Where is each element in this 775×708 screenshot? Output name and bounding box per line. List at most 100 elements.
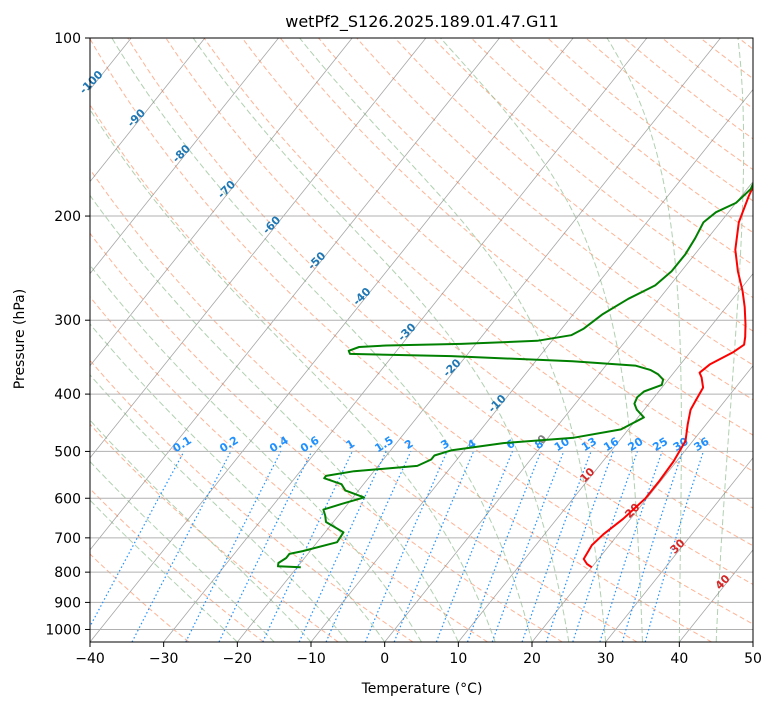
dry-adiabat [127,38,753,586]
dry-adiabat [203,38,753,509]
moist-adiabat [192,38,570,642]
y-tick-label: 900 [54,595,81,611]
mixing-ratio-line [364,451,448,642]
x-tick-label: −30 [149,651,179,667]
isotherm-line [90,38,427,459]
mixing-ratio-label: 6 [504,437,518,452]
dry-adiabat [90,168,638,642]
y-tick-label: 200 [54,209,81,225]
mixing-ratio-line [621,451,684,642]
moist-adiabat [90,323,386,642]
profile-lines [277,181,753,569]
mixing-ratio-line [545,451,614,642]
isotherm-line [90,38,353,367]
x-tick-label: 50 [744,651,762,667]
isotherm-label: -10 [486,392,509,415]
x-axis-label: Temperature (°C) [361,681,483,697]
y-axis-label: Pressure (hPa) [12,289,28,389]
moist-adiabat [90,108,496,642]
y-tick-label: 400 [54,387,81,403]
moist-adiabat [90,419,312,642]
isotherm-line [458,273,753,642]
temperature-profile-line [582,184,753,569]
plot-frame [89,37,754,643]
moist-adiabat [90,460,275,642]
dry-adiabat [165,38,753,547]
isotherm-line [310,88,753,642]
mixing-ratio-line [90,451,185,628]
dry-adiabat [90,38,753,625]
moist-adiabat [715,38,745,642]
x-axis-ticks: −40 −30 −20 −10 0 10 20 30 40 50 [75,642,762,667]
x-tick-label: −40 [75,651,105,667]
moist-adiabat [440,38,643,642]
mixing-ratio-label: 4 [465,437,479,452]
isotherm-line [752,641,753,642]
isotherm-line [679,549,753,642]
mixing-ratio-label: 1 [344,437,357,452]
dry-adiabat [90,553,190,642]
x-tick-label: −10 [296,651,326,667]
x-tick-label: 10 [449,651,467,667]
y-tick-label: 600 [54,491,81,507]
moist-adiabat [90,194,459,642]
dry-adiabat [90,359,414,642]
dry-adiabat [90,296,488,642]
dry-adiabat [394,38,753,332]
isotherm-label: 40 [713,572,733,592]
x-tick-label: 40 [670,651,688,667]
mixing-ratio-line [298,451,387,642]
mixing-ratio-line [466,451,542,642]
mixing-ratio-line [599,451,663,642]
isotherm-label: -70 [215,178,238,201]
y-tick-label: 700 [54,531,81,547]
mixing-ratio-line [393,451,475,642]
moist-adiabat [111,38,533,642]
isotherm-line [237,38,721,642]
y-axis-ticks: 1000 900 800 700 600 500 400 300 200 100 [45,31,90,638]
isotherm-line [90,38,500,551]
isotherm-line [90,38,206,183]
isotherm-label: -100 [77,68,106,97]
moist-adiabat [90,374,349,642]
isotherm-line [384,180,753,642]
mixing-ratio-label: 0.1 [170,434,193,455]
mixing-ratio-line [218,451,313,642]
mixing-ratio-line [262,451,353,642]
mixing-ratio-line [491,451,565,642]
isotherm-label: -90 [125,106,148,129]
isotherm-line [90,38,574,642]
x-tick-label: 30 [597,651,615,667]
dry-adiabat [470,38,753,266]
mixing-ratio-label: 1.5 [372,434,395,455]
y-tick-label: 300 [54,313,81,329]
mixing-ratio-line [644,451,704,642]
mixing-ratio-line [572,451,638,642]
background-lines [90,38,753,642]
isotherm-label: 10 [577,465,597,485]
moist-adiabat [90,264,422,642]
dry-adiabat [90,487,264,642]
dry-adiabat [90,232,563,642]
dewpoint-profile-line [277,181,753,569]
isotherm-line [531,365,753,642]
dry-adiabat [90,423,339,642]
moist-adiabat [606,38,682,642]
moist-adiabat [90,499,238,642]
chart-title: wetPf2_S126.2025.189.01.47.G11 [285,12,559,32]
mixing-ratio-line [325,451,412,642]
y-tick-label: 800 [54,565,81,581]
isotherm-label: -80 [170,142,193,165]
x-tick-label: 0 [380,651,389,667]
dry-adiabat [241,38,753,472]
mixing-ratio-label: 2 [402,437,415,452]
x-tick-label: 20 [523,651,541,667]
x-tick-label: −20 [223,651,253,667]
y-tick-label: 100 [54,31,81,47]
isotherm-line [605,457,753,642]
mixing-ratio-line [185,451,282,642]
isotherm-line [90,38,279,275]
dry-adiabat [90,103,712,642]
isotherm-line [163,38,648,642]
